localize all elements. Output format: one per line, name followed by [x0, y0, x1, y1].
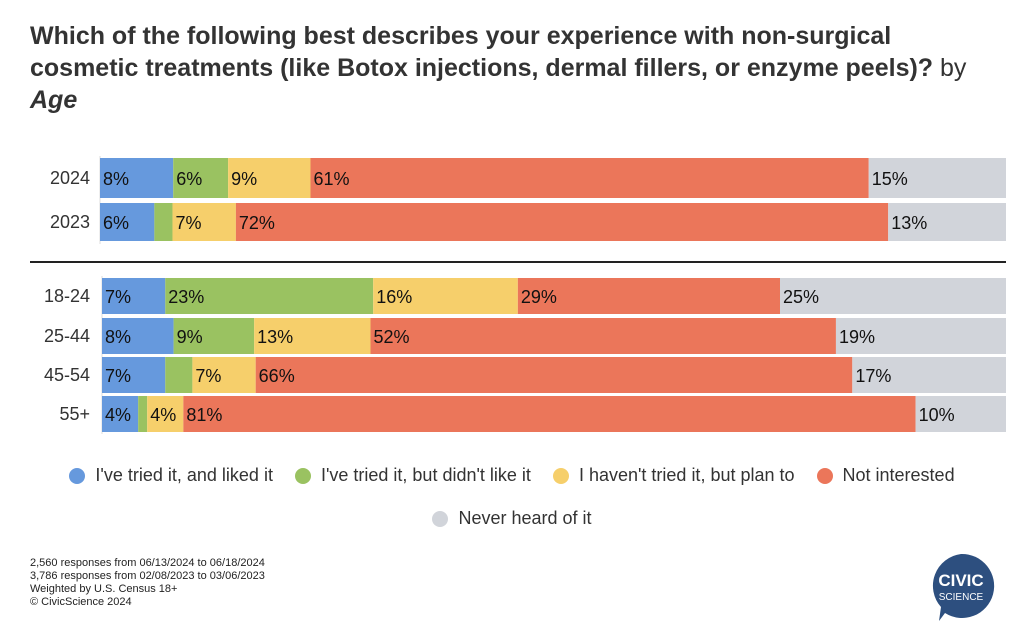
bar-segment [255, 357, 853, 393]
data-label: 4% [150, 405, 176, 425]
data-label: 13% [891, 213, 927, 233]
bar-segment [172, 203, 236, 241]
data-label: 52% [374, 327, 410, 347]
civicscience-logo: CIVIC SCIENCE [932, 553, 995, 621]
legend-label: I've tried it, and liked it [95, 465, 273, 485]
row-label-18-24: 18-24 [44, 286, 90, 306]
legend-item: Not interested [816, 465, 955, 486]
data-label: 25% [783, 287, 819, 307]
bar-segment [852, 357, 1006, 393]
data-label: 29% [521, 287, 557, 307]
bar-segment [780, 278, 1006, 314]
legend-row-2: Never heard of it [0, 508, 1024, 529]
bar-segment [102, 357, 166, 393]
bar-segment [235, 203, 889, 241]
data-label: 6% [176, 169, 202, 189]
bar-segment [173, 318, 255, 354]
bar-segment [165, 278, 374, 314]
bar-segment [147, 396, 184, 432]
data-label: 4% [105, 405, 131, 425]
bar-segment [228, 158, 311, 198]
legend-swatch [69, 467, 86, 484]
data-label: 16% [376, 287, 412, 307]
row-label-55+: 55+ [59, 404, 90, 424]
bar-segment [100, 158, 174, 198]
data-label: 61% [313, 169, 349, 189]
bar-segment [888, 203, 1006, 241]
legend-item: Never heard of it [432, 508, 592, 529]
title-by: by [940, 54, 967, 82]
bar-segment [138, 396, 148, 432]
data-label: 8% [105, 327, 131, 347]
bar-segment [102, 318, 174, 354]
data-label: 7% [175, 213, 201, 233]
data-label: 23% [168, 287, 204, 307]
bar-segment [373, 278, 518, 314]
data-label: 9% [231, 169, 257, 189]
bar-segment [183, 396, 916, 432]
bar-segment [154, 203, 173, 241]
legend-swatch [294, 467, 311, 484]
data-label: 7% [195, 366, 221, 386]
footer-line: © CivicScience 2024 [30, 596, 132, 608]
row-label-2024: 2024 [50, 168, 90, 188]
legend-label: Never heard of it [458, 508, 592, 528]
legend-swatch [816, 467, 833, 484]
data-label: 8% [103, 169, 129, 189]
legend-item: I've tried it, and liked it [69, 465, 273, 486]
svg-text:SCIENCE: SCIENCE [939, 592, 984, 603]
bar-segment [370, 318, 836, 354]
data-label: 6% [103, 213, 129, 233]
data-label: 19% [839, 327, 875, 347]
bar-segment [254, 318, 371, 354]
footer-line: 3,786 responses from 02/08/2023 to 03/06… [30, 570, 265, 582]
bar-segment [915, 396, 1006, 432]
data-label: 66% [259, 366, 295, 386]
bar-segment [868, 158, 1006, 198]
bar-segment [102, 278, 166, 314]
data-label: 7% [105, 366, 131, 386]
bar-segment [310, 158, 869, 198]
chart-title: Which of the following best describes yo… [30, 20, 990, 116]
legend-item: I've tried it, but didn't like it [294, 465, 531, 486]
data-label: 10% [919, 405, 955, 425]
data-label: 81% [186, 405, 222, 425]
footer-line: Weighted by U.S. Census 18+ [30, 583, 178, 595]
footer-notes: 2,560 responses from 06/13/2024 to 06/18… [30, 557, 265, 609]
legend-label: I haven't tried it, but plan to [578, 465, 795, 485]
legend-label: I've tried it, but didn't like it [320, 465, 531, 485]
bar-segment [102, 396, 139, 432]
data-label: 72% [239, 213, 275, 233]
legend-item: I haven't tried it, but plan to [552, 465, 795, 486]
row-label-25-44: 25-44 [44, 326, 90, 346]
row-label-45-54: 45-54 [44, 365, 90, 385]
bar-segment [100, 203, 155, 241]
bar-segment [835, 318, 1006, 354]
data-label: 7% [105, 287, 131, 307]
bar-segment [517, 278, 780, 314]
footer-line: 2,560 responses from 06/13/2024 to 06/18… [30, 557, 265, 569]
svg-text:CIVIC: CIVIC [938, 571, 983, 590]
row-label-2023: 2023 [50, 212, 90, 232]
data-label: 9% [177, 327, 203, 347]
bar-segment [173, 158, 229, 198]
data-label: 13% [257, 327, 293, 347]
legend-swatch [552, 467, 569, 484]
data-label: 15% [872, 169, 908, 189]
legend-swatch [432, 510, 449, 527]
bar-segment [192, 357, 256, 393]
title-group: Age [30, 86, 78, 114]
legend-label: Not interested [842, 465, 955, 485]
bar-segment [165, 357, 193, 393]
data-label: 17% [855, 366, 891, 386]
legend-row-1: I've tried it, and liked it I've tried it… [0, 465, 1024, 486]
title-question: Which of the following best describes yo… [30, 22, 934, 82]
